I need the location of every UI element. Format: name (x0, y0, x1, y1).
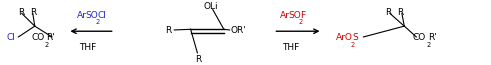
Text: R': R' (46, 33, 55, 42)
Text: THF: THF (282, 43, 300, 52)
Text: Cl: Cl (6, 33, 15, 42)
Text: 2: 2 (299, 19, 302, 25)
Text: THF: THF (80, 43, 97, 52)
Text: Ar: Ar (280, 12, 290, 20)
Text: ArO: ArO (336, 33, 353, 42)
Text: CO: CO (31, 33, 45, 42)
Text: R': R' (428, 33, 437, 42)
Text: SO: SO (288, 12, 301, 20)
Text: OR': OR' (230, 26, 246, 35)
Text: OLi: OLi (204, 2, 218, 11)
Text: 2: 2 (44, 42, 49, 48)
Text: 2: 2 (426, 42, 431, 48)
Text: CO: CO (413, 33, 426, 42)
Text: R: R (18, 8, 25, 17)
Text: S: S (353, 33, 358, 42)
Text: R: R (195, 55, 202, 64)
Text: R: R (397, 8, 403, 17)
Text: 2: 2 (95, 19, 100, 25)
Text: R: R (165, 26, 172, 35)
Text: SO: SO (85, 12, 98, 20)
Text: Cl: Cl (97, 12, 106, 20)
Text: F: F (300, 12, 305, 20)
Text: Ar: Ar (77, 12, 87, 20)
Text: R: R (30, 8, 36, 17)
Text: 2: 2 (351, 42, 355, 48)
Text: R: R (385, 8, 391, 17)
